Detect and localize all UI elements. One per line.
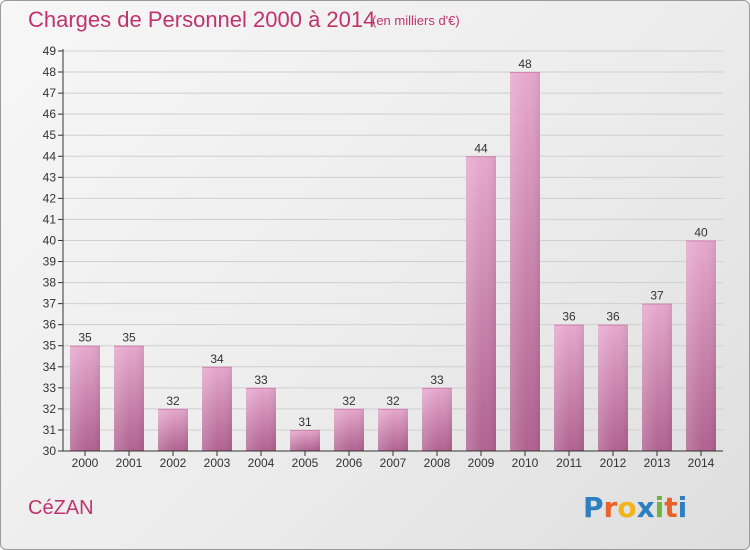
y-tick-label: 39 [43, 255, 57, 269]
bar-shade [686, 240, 716, 451]
x-tick-label: 2002 [160, 456, 187, 470]
data-label: 40 [694, 225, 708, 239]
data-label: 36 [606, 310, 620, 324]
y-tick-label: 30 [43, 444, 57, 458]
bar-shade [114, 345, 144, 451]
data-label: 32 [386, 394, 400, 408]
chart-title: Charges de Personnel 2000 à 2014 [28, 7, 376, 32]
x-tick-label: 2008 [424, 456, 451, 470]
y-tick-label: 42 [43, 191, 57, 205]
bar-shade [290, 429, 320, 451]
logo-letter: i [677, 491, 688, 524]
y-tick-label: 32 [43, 402, 57, 416]
x-tick-label: 2003 [204, 456, 231, 470]
proxiti-logo[interactable]: Proxiti [583, 491, 687, 524]
x-tick-label: 2004 [248, 456, 275, 470]
bar-shade [422, 387, 452, 451]
y-tick-label: 49 [43, 44, 57, 58]
logo-letter: i [654, 491, 665, 524]
bar-shade [334, 408, 364, 451]
bar-shade [158, 408, 188, 451]
y-tick-label: 36 [43, 318, 57, 332]
logo-letter: x [636, 491, 655, 524]
data-label: 37 [650, 289, 664, 303]
axes [58, 49, 723, 456]
commune-name: CéZAN [28, 497, 94, 519]
data-label: 34 [210, 352, 224, 366]
data-label: 36 [562, 310, 576, 324]
logo-letter: t [664, 491, 678, 524]
y-tick-label: 33 [43, 381, 57, 395]
chart-unit-label: (en milliers d'€) [372, 13, 460, 28]
x-tick-label: 2001 [116, 456, 143, 470]
y-tick-label: 40 [43, 233, 57, 247]
y-tick-label: 48 [43, 65, 57, 79]
bar-shade [378, 408, 408, 451]
data-label: 32 [166, 394, 180, 408]
bar-shade [598, 324, 628, 451]
y-tick-label: 47 [43, 86, 57, 100]
data-label: 31 [298, 415, 312, 429]
y-tick-label: 35 [43, 339, 57, 353]
bar-shade [70, 345, 100, 451]
data-label: 33 [254, 373, 268, 387]
x-tick-label: 2007 [380, 456, 407, 470]
logo-letter: r [603, 491, 618, 524]
x-tick-label: 2006 [336, 456, 363, 470]
logo-letter: P [583, 491, 604, 524]
data-label: 35 [78, 331, 92, 345]
logo-letter: o [617, 491, 637, 524]
data-label: 35 [122, 331, 136, 345]
x-tick-label: 2014 [688, 456, 715, 470]
y-tick-label: 41 [43, 212, 57, 226]
y-tick-label: 37 [43, 297, 57, 311]
bars [70, 72, 716, 451]
x-tick-label: 2012 [600, 456, 627, 470]
bar-shade [554, 324, 584, 451]
data-label: 32 [342, 394, 356, 408]
bar-shade [202, 366, 232, 451]
data-label: 48 [518, 57, 532, 71]
y-tick-label: 45 [43, 128, 57, 142]
x-tick-label: 2005 [292, 456, 319, 470]
y-tick-label: 44 [43, 149, 57, 163]
x-tick-label: 2000 [72, 456, 99, 470]
x-tick-label: 2013 [644, 456, 671, 470]
labels: 30 31 32 33 34 35 36 37 38 39 40 41 42 43 44 45 46 47 48 49… [43, 44, 715, 470]
y-tick-label: 46 [43, 107, 57, 121]
x-tick-label: 2009 [468, 456, 495, 470]
y-tick-label: 38 [43, 276, 57, 290]
y-tick-label: 31 [43, 423, 57, 437]
data-label: 44 [474, 141, 488, 155]
bar-shade [246, 387, 276, 451]
y-tick-label: 34 [43, 360, 57, 374]
data-label: 33 [430, 373, 444, 387]
x-tick-label: 2011 [556, 456, 582, 470]
y-tick-label: 43 [43, 170, 57, 184]
bar-shade [642, 303, 672, 451]
bar-shade [466, 156, 496, 451]
x-tick-label: 2010 [512, 456, 539, 470]
bar-shade [510, 72, 540, 451]
